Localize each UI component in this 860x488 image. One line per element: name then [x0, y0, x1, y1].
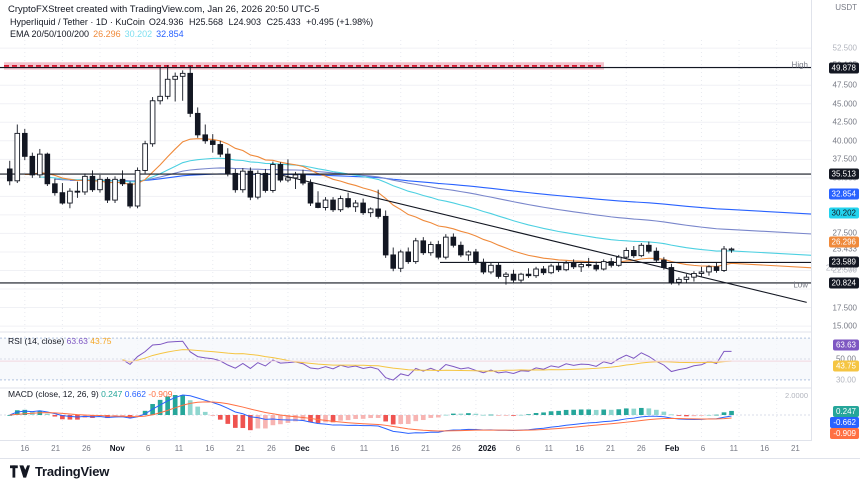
time-axis[interactable]: 16 21 26 Nov 6 11 16 21 26 Dec 6 11 16 21 26 2026 6 11 16 2…: [0, 440, 812, 459]
legend-change: +0.495 (+1.98%): [306, 17, 374, 27]
price-tick-10: 27.500: [832, 228, 857, 238]
time-tick-Dec: Dec: [294, 444, 310, 453]
legend-high: H25.568: [188, 17, 223, 27]
high-marker-label: High: [791, 60, 808, 70]
time-tick-21: 21: [236, 444, 246, 453]
time-tick-21: 21: [790, 444, 800, 453]
price-tick-4: 42.500: [832, 117, 857, 127]
time-tick-6: 6: [145, 444, 151, 453]
price-tick-6: 37.500: [832, 154, 857, 164]
time-tick-11: 11: [359, 444, 369, 453]
price-pill-49.878[interactable]: 49.878: [828, 62, 859, 74]
macd-axis-label-2[interactable]: -0.909: [830, 428, 859, 439]
rsi-value: 63.63: [66, 336, 88, 346]
legend-ohlc: O24.936 H25.568 L24.903 C25.433 +0.495 (…: [149, 17, 376, 29]
rsi-sma-value: 43.75: [90, 336, 112, 346]
legend-low: L24.903: [228, 17, 262, 27]
time-tick-6: 6: [700, 444, 706, 453]
price-pill-20.824[interactable]: 20.824: [828, 277, 859, 289]
time-tick-2026: 2026: [478, 444, 497, 453]
rsi-title-row: RSI (14, close) 63.63 43.75: [8, 336, 112, 346]
macd-axis-label-0[interactable]: 0.247: [832, 406, 859, 417]
chart-legend: HyperIiquid / Tether · 1D · KuCoin O24.9…: [10, 17, 376, 40]
footer-bar: TradingView: [0, 458, 860, 488]
time-tick-11: 11: [544, 444, 553, 453]
legend-ema-row: EMA 20/50/100/200 26.296 30.202 32.854: [10, 29, 376, 41]
legend-close: C25.433: [266, 17, 301, 27]
time-tick-16: 16: [575, 444, 585, 453]
tradingview-wordmark: TradingView: [35, 464, 110, 479]
rsi-title[interactable]: RSI (14, close): [8, 336, 65, 346]
macd-title[interactable]: MACD (close, 12, 26, 9): [8, 389, 99, 399]
price-tick-0: 52.500: [832, 43, 857, 53]
time-tick-16: 16: [390, 444, 400, 453]
time-tick-21: 21: [51, 444, 61, 453]
price-tick-16: 15.000: [832, 321, 857, 331]
macd-axis-label-1[interactable]: -0.662: [830, 417, 859, 428]
macd-line-value: 0.662: [124, 389, 147, 399]
price-tick-13: 22.500: [832, 265, 857, 275]
time-tick-6: 6: [330, 444, 336, 453]
macd-signal-value: -0.909: [148, 389, 173, 399]
time-tick-21: 21: [606, 444, 615, 453]
rsi-axis-label-0: 50.00: [835, 354, 856, 364]
legend-ema100-value: 32.854: [156, 28, 184, 39]
time-tick-Nov: Nov: [109, 444, 125, 453]
time-tick-16: 16: [205, 444, 215, 453]
axis-currency: USDT: [835, 3, 857, 12]
price-pill-35.513[interactable]: 35.513: [828, 168, 859, 180]
price-tick-5: 40.000: [832, 136, 857, 146]
time-tick-16: 16: [20, 444, 30, 453]
time-tick-26: 26: [81, 444, 91, 453]
price-tick-2: 47.500: [832, 80, 857, 90]
legend-symbol[interactable]: HyperIiquid / Tether · 1D · KuCoin: [10, 17, 145, 27]
price-tick-15: 17.500: [832, 303, 857, 313]
time-tick-26: 26: [266, 444, 276, 453]
time-tick-26: 26: [451, 444, 461, 453]
price-axis[interactable]: USDT 52.50050.16547.50045.00042.50040.00…: [811, 0, 860, 487]
tradingview-mark-icon: [10, 465, 30, 478]
price-pill-32.854[interactable]: 32.854: [828, 188, 859, 200]
time-tick-11: 11: [729, 444, 738, 453]
legend-ema20-value: 26.296: [93, 28, 121, 39]
price-tick-11: 25.433: [832, 244, 857, 254]
time-tick-11: 11: [174, 444, 184, 453]
macd-title-row: MACD (close, 12, 26, 9) 0.247 0.662 -0.9…: [8, 389, 173, 399]
svg-text:2.0000: 2.0000: [785, 391, 808, 400]
legend-symbol-row: HyperIiquid / Tether · 1D · KuCoin O24.9…: [10, 17, 376, 29]
time-tick-Feb: Feb: [665, 444, 680, 453]
rsi-axis-label-2[interactable]: 43.75: [832, 360, 859, 372]
legend-ema-label[interactable]: EMA 20/50/100/200: [10, 28, 90, 39]
price-pill-26.296[interactable]: 26.296: [828, 236, 859, 248]
rsi-axis-label-3: 30.00: [835, 375, 856, 385]
macd-hist-value: 0.247: [101, 389, 123, 399]
tradingview-logo[interactable]: TradingView: [10, 464, 109, 479]
time-tick-21: 21: [421, 444, 430, 453]
time-tick-16: 16: [760, 444, 770, 453]
attribution-text: CryptoFXStreet created with TradingView.…: [8, 4, 320, 15]
price-pill-30.202[interactable]: 30.202: [828, 207, 859, 219]
legend-ema50-value: 30.202: [124, 28, 153, 39]
low-marker-label: Low: [793, 280, 808, 290]
time-tick-26: 26: [636, 444, 646, 453]
time-tick-6: 6: [515, 444, 521, 453]
legend-open: O24.936: [148, 17, 184, 27]
price-tick-3: 45.000: [832, 99, 857, 109]
price-pill-23.589[interactable]: 23.589: [828, 256, 859, 268]
rsi-axis-label-1[interactable]: 63.63: [832, 339, 859, 351]
